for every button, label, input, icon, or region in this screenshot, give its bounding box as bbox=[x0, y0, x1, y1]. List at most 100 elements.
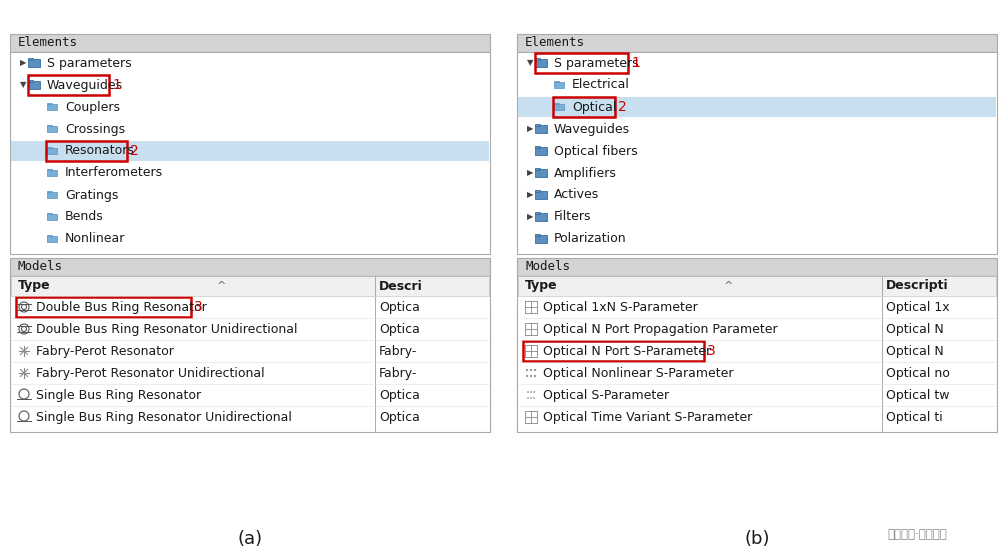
Bar bbox=[10, 276, 490, 432]
Bar bbox=[536, 214, 547, 221]
Text: Optical S-Parameter: Optical S-Parameter bbox=[543, 389, 669, 401]
Bar bbox=[536, 59, 547, 67]
Text: Optica: Optica bbox=[379, 323, 420, 335]
Text: Polarization: Polarization bbox=[554, 233, 626, 245]
Bar bbox=[523, 341, 704, 361]
Bar bbox=[517, 34, 997, 52]
Circle shape bbox=[530, 397, 532, 399]
Text: Couplers: Couplers bbox=[65, 101, 120, 113]
Bar bbox=[47, 235, 51, 236]
Text: 1: 1 bbox=[112, 78, 121, 92]
Bar bbox=[10, 52, 490, 254]
Text: Optical N: Optical N bbox=[886, 344, 944, 358]
Text: Electrical: Electrical bbox=[572, 78, 629, 92]
Text: Optica: Optica bbox=[379, 389, 420, 401]
Bar bbox=[536, 235, 547, 243]
Bar bbox=[536, 125, 547, 132]
Text: Elements: Elements bbox=[525, 36, 585, 50]
Bar bbox=[47, 212, 51, 214]
Text: Elements: Elements bbox=[18, 36, 78, 50]
Text: Optical fibers: Optical fibers bbox=[554, 144, 637, 158]
Bar bbox=[28, 75, 109, 95]
Circle shape bbox=[527, 391, 529, 393]
Bar bbox=[536, 124, 541, 126]
Text: Filters: Filters bbox=[554, 211, 591, 224]
Text: 3: 3 bbox=[707, 344, 716, 358]
Text: Resonators: Resonators bbox=[65, 144, 135, 158]
Text: Optical no: Optical no bbox=[886, 367, 950, 380]
Bar bbox=[47, 126, 57, 132]
Circle shape bbox=[526, 375, 529, 377]
Text: ▶: ▶ bbox=[20, 59, 26, 68]
Bar bbox=[536, 212, 541, 214]
Bar bbox=[517, 258, 997, 276]
Text: Optica: Optica bbox=[379, 301, 420, 314]
Text: Descripti: Descripti bbox=[886, 280, 949, 292]
Text: Actives: Actives bbox=[554, 188, 599, 201]
Text: Optica: Optica bbox=[379, 410, 420, 424]
Text: Double Bus Ring Resonator: Double Bus Ring Resonator bbox=[36, 301, 206, 314]
Text: S parameters: S parameters bbox=[554, 56, 638, 69]
Bar bbox=[47, 191, 51, 192]
Bar bbox=[554, 104, 564, 110]
Text: Models: Models bbox=[18, 260, 63, 273]
Bar bbox=[536, 234, 541, 235]
Text: Fabry-Perot Resonator Unidirectional: Fabry-Perot Resonator Unidirectional bbox=[36, 367, 265, 380]
Text: Optical Nonlinear S-Parameter: Optical Nonlinear S-Parameter bbox=[543, 367, 733, 380]
Text: Optical ti: Optical ti bbox=[886, 410, 943, 424]
Bar bbox=[536, 58, 541, 60]
Text: (b): (b) bbox=[744, 530, 769, 548]
Bar bbox=[536, 190, 541, 192]
Text: Gratings: Gratings bbox=[65, 188, 119, 201]
Bar bbox=[11, 276, 489, 296]
Bar bbox=[554, 102, 559, 104]
Text: Waveguides: Waveguides bbox=[554, 122, 630, 135]
Bar bbox=[535, 53, 628, 73]
Text: Descri: Descri bbox=[379, 280, 423, 292]
Circle shape bbox=[527, 397, 529, 399]
Bar bbox=[47, 148, 57, 154]
Bar bbox=[47, 125, 51, 126]
Text: Optical N Port S-Parameter: Optical N Port S-Parameter bbox=[543, 344, 711, 358]
Text: Interferometers: Interferometers bbox=[65, 167, 163, 179]
Circle shape bbox=[533, 391, 535, 393]
Text: 2: 2 bbox=[130, 144, 139, 158]
Text: 1: 1 bbox=[631, 56, 640, 70]
Text: 2: 2 bbox=[618, 100, 627, 114]
Text: Fabry-Perot Resonator: Fabry-Perot Resonator bbox=[36, 344, 174, 358]
Text: ^: ^ bbox=[723, 281, 733, 291]
Bar bbox=[536, 145, 541, 148]
Bar bbox=[553, 97, 615, 117]
Bar bbox=[47, 214, 57, 220]
Circle shape bbox=[526, 369, 529, 371]
Text: Crossings: Crossings bbox=[65, 122, 125, 135]
Text: ▶: ▶ bbox=[527, 212, 534, 221]
Bar bbox=[536, 148, 547, 155]
Bar bbox=[47, 192, 57, 198]
Bar bbox=[47, 168, 51, 170]
Text: Amplifiers: Amplifiers bbox=[554, 167, 617, 179]
Text: Optical 1x: Optical 1x bbox=[886, 301, 950, 314]
Text: Fabry-: Fabry- bbox=[379, 367, 417, 380]
Text: 3: 3 bbox=[194, 300, 202, 314]
Bar bbox=[536, 168, 541, 169]
Text: Optical 1xN S-Parameter: Optical 1xN S-Parameter bbox=[543, 301, 698, 314]
Text: ▶: ▶ bbox=[527, 191, 534, 200]
Bar bbox=[518, 97, 996, 117]
Text: ▶: ▶ bbox=[527, 125, 534, 134]
Bar bbox=[47, 236, 57, 242]
Circle shape bbox=[530, 369, 533, 371]
Bar bbox=[16, 297, 191, 317]
Text: Waveguides: Waveguides bbox=[47, 78, 123, 92]
Text: Single Bus Ring Resonator: Single Bus Ring Resonator bbox=[36, 389, 201, 401]
Bar bbox=[536, 169, 547, 177]
Text: Optical: Optical bbox=[572, 101, 616, 113]
Text: ▼: ▼ bbox=[527, 59, 534, 68]
Text: Type: Type bbox=[18, 280, 50, 292]
Text: Double Bus Ring Resonator Unidirectional: Double Bus Ring Resonator Unidirectional bbox=[36, 323, 297, 335]
Bar bbox=[11, 141, 489, 161]
Bar bbox=[28, 79, 33, 82]
Text: ▶: ▶ bbox=[527, 168, 534, 178]
Bar bbox=[10, 34, 490, 52]
Bar bbox=[28, 58, 33, 60]
